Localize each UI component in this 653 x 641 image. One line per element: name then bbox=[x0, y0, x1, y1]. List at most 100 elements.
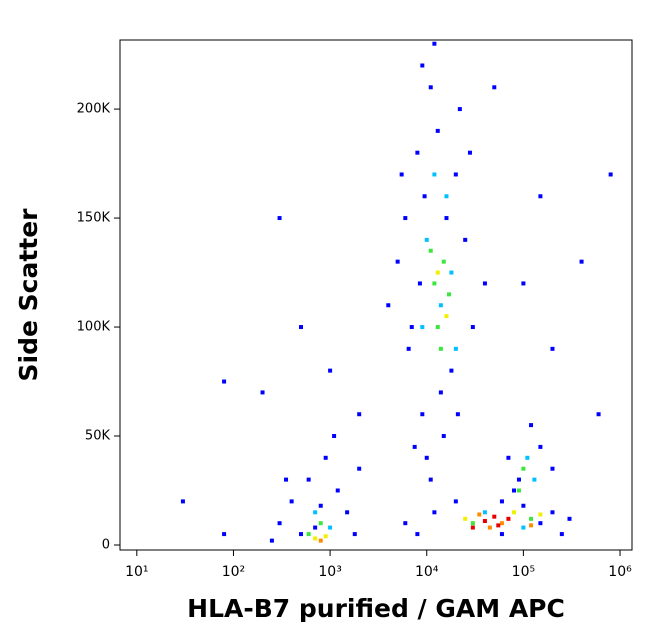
data-point bbox=[529, 523, 534, 528]
data-point bbox=[441, 434, 446, 439]
data-point bbox=[403, 216, 408, 221]
data-point bbox=[596, 412, 601, 417]
data-point bbox=[438, 303, 443, 308]
data-point bbox=[453, 499, 458, 504]
data-point bbox=[608, 172, 613, 177]
x-tick-label: 10⁴ bbox=[415, 564, 439, 580]
data-point bbox=[435, 325, 440, 330]
data-point bbox=[406, 346, 411, 351]
data-point bbox=[499, 532, 504, 537]
data-point bbox=[289, 499, 294, 504]
data-point bbox=[417, 281, 422, 286]
data-point bbox=[521, 466, 526, 471]
data-point bbox=[499, 521, 504, 526]
data-point bbox=[496, 523, 501, 528]
data-point bbox=[318, 503, 323, 508]
data-point bbox=[222, 532, 227, 537]
data-point bbox=[492, 85, 497, 90]
data-point bbox=[328, 525, 333, 530]
data-point bbox=[532, 477, 537, 482]
data-point bbox=[277, 521, 282, 526]
data-point bbox=[180, 499, 185, 504]
data-point bbox=[420, 412, 425, 417]
data-point bbox=[512, 510, 517, 515]
data-point bbox=[399, 172, 404, 177]
data-point bbox=[323, 455, 328, 460]
data-point bbox=[306, 532, 311, 537]
x-tick-label: 10¹ bbox=[125, 564, 148, 580]
x-tick-label: 10⁶ bbox=[608, 564, 632, 580]
data-point bbox=[499, 499, 504, 504]
data-point bbox=[512, 488, 517, 493]
data-point bbox=[453, 346, 458, 351]
data-point bbox=[521, 281, 526, 286]
data-point bbox=[299, 532, 304, 537]
data-point bbox=[521, 525, 526, 530]
data-point bbox=[420, 63, 425, 68]
data-point bbox=[395, 259, 400, 264]
data-point bbox=[470, 525, 475, 530]
data-point bbox=[277, 216, 282, 221]
data-point bbox=[284, 477, 289, 482]
data-point bbox=[357, 412, 362, 417]
data-point bbox=[335, 488, 340, 493]
data-point bbox=[328, 368, 333, 373]
data-point bbox=[467, 150, 472, 155]
data-point bbox=[345, 510, 350, 515]
data-point bbox=[463, 516, 468, 521]
y-tick-label: 50K bbox=[85, 429, 111, 444]
data-point bbox=[444, 216, 449, 221]
data-point bbox=[313, 536, 318, 541]
data-point bbox=[529, 423, 534, 428]
data-point bbox=[432, 41, 437, 46]
data-point bbox=[567, 516, 572, 521]
data-point bbox=[449, 368, 454, 373]
data-point bbox=[409, 325, 414, 330]
data-point bbox=[415, 150, 420, 155]
x-axis-title: HLA-B7 purified / GAM APC bbox=[187, 594, 565, 623]
data-point bbox=[420, 325, 425, 330]
y-axis-title: Side Scatter bbox=[14, 208, 43, 382]
y-tick-label: 0 bbox=[102, 537, 110, 552]
data-point bbox=[432, 281, 437, 286]
data-point bbox=[538, 512, 543, 517]
data-point bbox=[579, 259, 584, 264]
data-point bbox=[449, 270, 454, 275]
data-point bbox=[323, 534, 328, 539]
data-point bbox=[318, 521, 323, 526]
data-point bbox=[444, 314, 449, 319]
data-point bbox=[516, 488, 521, 493]
data-point bbox=[386, 303, 391, 308]
data-point bbox=[424, 237, 429, 242]
data-point bbox=[318, 538, 323, 543]
data-point bbox=[538, 444, 543, 449]
data-point bbox=[550, 466, 555, 471]
data-point bbox=[482, 281, 487, 286]
data-point bbox=[435, 270, 440, 275]
data-point bbox=[441, 259, 446, 264]
data-point bbox=[463, 237, 468, 242]
data-point bbox=[357, 466, 362, 471]
data-point bbox=[457, 107, 462, 112]
data-point bbox=[492, 514, 497, 519]
data-point bbox=[550, 346, 555, 351]
data-point bbox=[432, 510, 437, 515]
data-point bbox=[313, 525, 318, 530]
x-tick-label: 10³ bbox=[318, 564, 341, 580]
data-point bbox=[538, 521, 543, 526]
x-tick-label: 10² bbox=[222, 564, 245, 580]
data-point bbox=[306, 477, 311, 482]
data-point bbox=[455, 412, 460, 417]
data-point bbox=[424, 455, 429, 460]
data-point bbox=[438, 390, 443, 395]
x-tick-label: 10⁵ bbox=[512, 564, 535, 580]
data-point bbox=[422, 194, 427, 199]
data-point bbox=[529, 516, 534, 521]
y-tick-label: 200K bbox=[77, 102, 111, 117]
data-point bbox=[482, 519, 487, 524]
data-point bbox=[559, 532, 564, 537]
data-point bbox=[521, 503, 526, 508]
data-point bbox=[222, 379, 227, 384]
data-point bbox=[470, 521, 475, 526]
data-point bbox=[352, 532, 357, 537]
